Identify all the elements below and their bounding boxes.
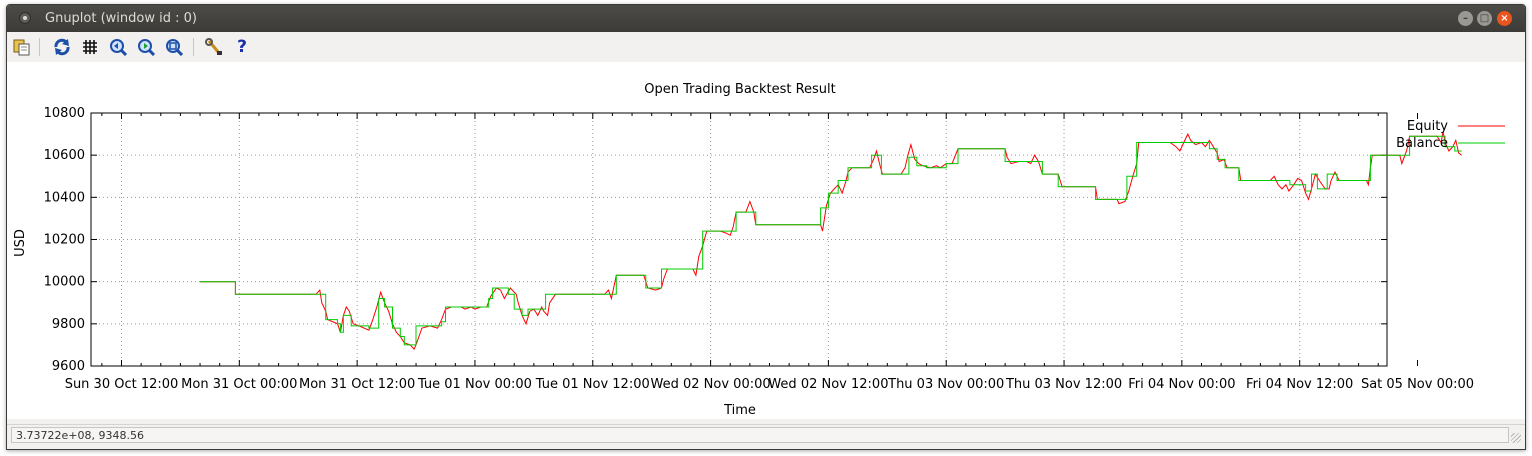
title-bar: Gnuplot (window id : 0) – □ × [7,5,1525,32]
y-tick-label: 10000 [44,275,85,290]
toolbar: ? [7,32,1525,62]
y-tick-label: 9600 [52,359,85,374]
copy-to-clipboard-icon[interactable] [13,38,31,56]
gnuplot-window: Gnuplot (window id : 0) – □ × ? [6,4,1526,450]
zoom-previous-icon[interactable] [109,38,128,57]
y-tick-label: 10400 [44,190,85,205]
x-tick-label: Thu 03 Nov 00:00 [887,377,1004,392]
y-tick-label: 9800 [52,317,85,332]
chart: 9600 9800 10000 10200 10400 10600 10800 Sun 30 … [13,82,1505,418]
close-button[interactable]: × [1497,11,1512,26]
status-bar: 3.73722e+08, 9348.56 [7,424,1525,446]
x-tick-label: Thu 03 Nov 12:00 [1005,377,1122,392]
minimize-button[interactable]: – [1458,11,1473,26]
replot-icon[interactable] [53,38,71,56]
window-title: Gnuplot (window id : 0) [45,11,197,26]
x-tick-label: Wed 02 Nov 12:00 [768,377,888,392]
plot-area[interactable]: 9600 9800 10000 10200 10400 10600 10800 Sun 30 … [7,62,1525,419]
y-tick-label: 10800 [44,106,85,121]
help-icon[interactable]: ? [237,37,247,57]
series-line-balance [200,135,1462,346]
x-tick-label: Sun 30 Oct 12:00 [65,377,179,392]
legend-label-equity: Equity [1407,119,1448,134]
legend-label-balance: Balance [1396,136,1448,151]
window-menu-icon[interactable] [19,12,31,24]
maximize-button[interactable]: □ [1477,11,1492,26]
y-tick-label: 10600 [44,148,85,163]
mouse-coordinates-readout: 3.73722e+08, 9348.56 [11,427,1509,443]
settings-wrench-icon[interactable] [205,38,223,56]
y-axis-label: USD [13,229,28,257]
x-tick-label: Wed 02 Nov 00:00 [651,377,771,392]
x-tick-label: Fri 04 Nov 00:00 [1128,377,1235,392]
grid-icon[interactable] [81,38,99,56]
x-tick-label: Mon 31 Oct 00:00 [181,377,297,392]
x-tick-label: Mon 31 Oct 12:00 [299,377,415,392]
autoscale-icon[interactable] [165,38,184,57]
x-tick-label: Sat 05 Nov 00:00 [1361,377,1474,392]
x-tick-label: Tue 01 Nov 12:00 [535,377,650,392]
resize-grip-icon[interactable] [1511,433,1521,443]
x-tick-label: Fri 04 Nov 12:00 [1246,377,1353,392]
series-line-equity [200,131,1462,350]
zoom-next-icon[interactable] [137,38,156,57]
x-axis-label: Time [723,403,756,418]
x-tick-label: Tue 01 Nov 00:00 [417,377,532,392]
y-tick-label: 10200 [44,233,85,248]
chart-title: Open Trading Backtest Result [644,82,836,97]
